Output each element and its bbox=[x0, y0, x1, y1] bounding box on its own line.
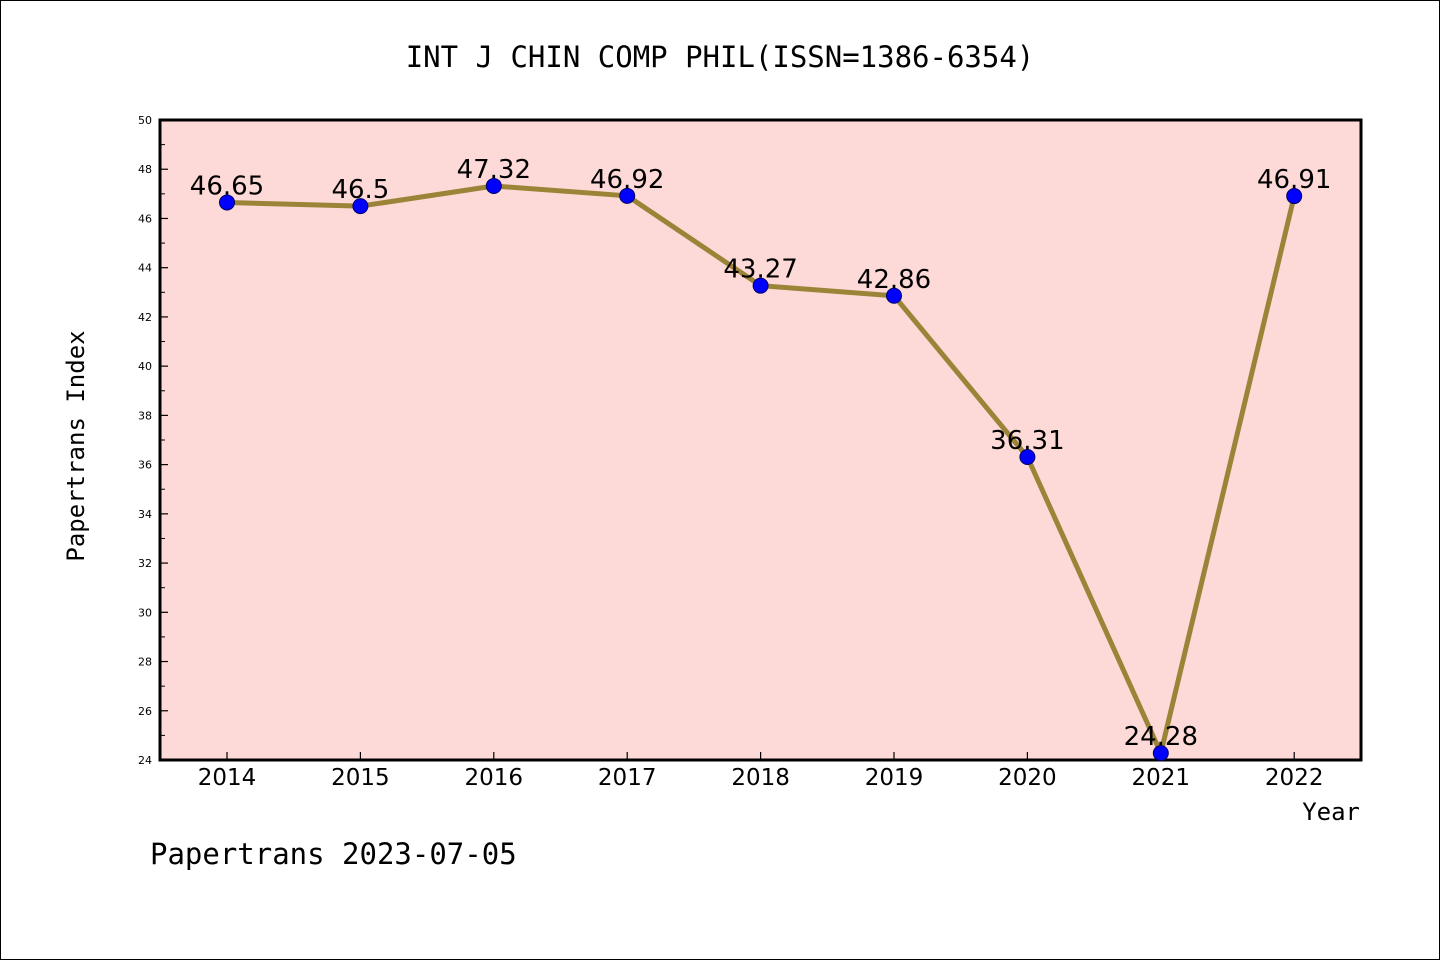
y-tick-label: 30 bbox=[138, 606, 152, 619]
y-tick-label: 40 bbox=[138, 360, 152, 373]
data-point bbox=[752, 277, 769, 294]
x-tick-label: 2015 bbox=[331, 765, 390, 791]
series-group bbox=[219, 177, 1303, 762]
y-tick-label: 36 bbox=[138, 459, 152, 472]
y-axis-title: Papertrans Index bbox=[62, 330, 90, 561]
y-tick-label: 50 bbox=[138, 114, 152, 127]
x-tick-label: 2022 bbox=[1265, 765, 1324, 791]
data-point bbox=[1152, 745, 1169, 762]
x-tick-label: 2017 bbox=[598, 765, 657, 791]
y-tick-label: 44 bbox=[138, 262, 152, 275]
x-tick-label: 2019 bbox=[865, 765, 924, 791]
x-tick-label: 2020 bbox=[998, 765, 1057, 791]
plot-area bbox=[158, 118, 1363, 762]
chart-title: INT J CHIN COMP PHIL(ISSN=1386-6354) bbox=[406, 40, 1035, 74]
data-label: 43.27 bbox=[723, 255, 797, 285]
y-tick-label: 46 bbox=[138, 212, 152, 225]
data-point bbox=[1286, 188, 1303, 205]
data-label: 36.31 bbox=[990, 426, 1064, 456]
data-label: 24.28 bbox=[1124, 722, 1198, 752]
data-label: 46.5 bbox=[331, 175, 389, 205]
data-label: 46.91 bbox=[1257, 165, 1331, 195]
data-point bbox=[485, 177, 502, 194]
data-label: 46.92 bbox=[590, 165, 664, 195]
y-tick-label: 48 bbox=[138, 163, 152, 176]
y-tick-label: 24 bbox=[138, 754, 152, 767]
y-tick-label: 38 bbox=[138, 409, 152, 422]
y-tick-label: 26 bbox=[138, 705, 152, 718]
y-tick-label: 32 bbox=[138, 557, 152, 570]
data-point bbox=[886, 287, 902, 304]
y-tick-label: 34 bbox=[138, 508, 152, 521]
x-tick-label: 2018 bbox=[731, 765, 790, 791]
y-tick-label: 42 bbox=[138, 311, 152, 324]
x-tick-label: 2016 bbox=[465, 765, 524, 791]
y-tick-label: 28 bbox=[138, 656, 152, 669]
data-point bbox=[219, 194, 235, 211]
x-axis-title: Year bbox=[1302, 798, 1360, 826]
x-tick-label: 2021 bbox=[1132, 765, 1191, 791]
x-tick-label: 2014 bbox=[198, 765, 257, 791]
data-label: 42.86 bbox=[857, 265, 931, 295]
data-label: 47.32 bbox=[457, 155, 531, 185]
footer-text: Papertrans 2023-07-05 bbox=[150, 837, 517, 871]
data-label: 46.65 bbox=[190, 171, 264, 201]
data-labels: 46.65 46.5 47.32 46.92 43.27 42.86 36.31 24.28 4… bbox=[190, 155, 1332, 752]
x-axis: 2014 2015 2016 2017 2018 2019 2020 2021 2022 bbox=[198, 752, 1324, 791]
data-point bbox=[619, 187, 636, 204]
data-point bbox=[1019, 448, 1036, 465]
y-axis: 24 26 28 30 32 34 36 38 40 42 44 46 48 50 bbox=[138, 114, 168, 767]
data-point bbox=[352, 198, 369, 215]
